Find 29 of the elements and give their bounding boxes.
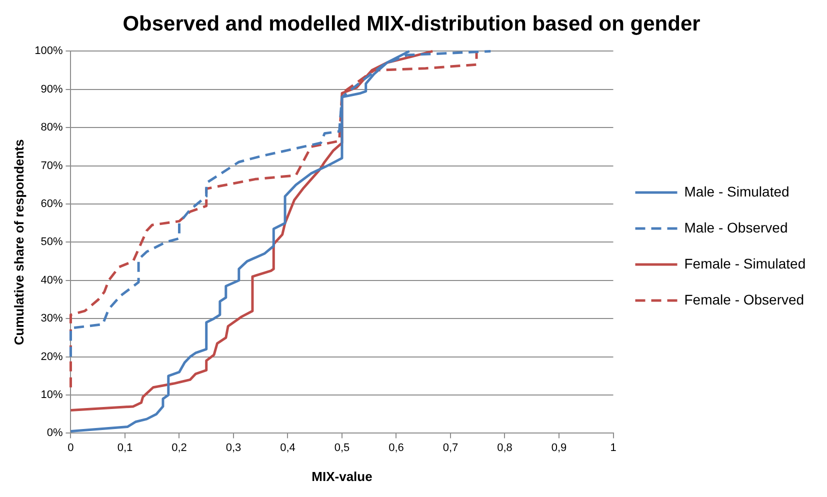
x-tick-label: 0,2 bbox=[172, 442, 187, 454]
x-tick-label: 1 bbox=[610, 442, 616, 454]
y-tick-label: 30% bbox=[40, 312, 63, 325]
x-tick-label: 0,4 bbox=[280, 442, 296, 454]
legend-label: Male - Simulated bbox=[684, 183, 790, 200]
x-axis-title: MIX-value bbox=[312, 468, 372, 484]
legend-label: Male - Observed bbox=[684, 219, 788, 236]
y-axis-title: Cumulative share of respondents bbox=[11, 139, 26, 346]
y-tick-label: 100% bbox=[34, 45, 63, 58]
y-tick-label: 50% bbox=[40, 236, 63, 248]
x-tick-label: 0,6 bbox=[388, 442, 404, 454]
x-tick-label: 0,8 bbox=[497, 442, 512, 454]
y-tick-label: 20% bbox=[40, 350, 63, 363]
x-tick-label: 0,3 bbox=[226, 442, 242, 454]
y-tick-label: 90% bbox=[40, 83, 63, 96]
x-tick-label: 0,9 bbox=[551, 442, 567, 454]
y-tick-label: 80% bbox=[40, 122, 63, 134]
y-tick-label: 40% bbox=[40, 274, 63, 286]
y-tick-label: 0% bbox=[46, 427, 63, 440]
x-tick-label: 0,5 bbox=[334, 442, 350, 454]
legend-label: Female - Observed bbox=[684, 291, 804, 308]
x-tick-label: 0,1 bbox=[117, 442, 133, 454]
x-tick-label: 0 bbox=[68, 442, 74, 454]
y-tick-label: 10% bbox=[40, 389, 63, 402]
chart-title: Observed and modelled MIX-distribution based on gender bbox=[122, 12, 700, 36]
x-tick-label: 0,7 bbox=[442, 442, 458, 454]
y-tick-label: 60% bbox=[40, 198, 63, 210]
legend-label: Female - Simulated bbox=[684, 255, 806, 272]
y-tick-label: 70% bbox=[40, 160, 63, 172]
